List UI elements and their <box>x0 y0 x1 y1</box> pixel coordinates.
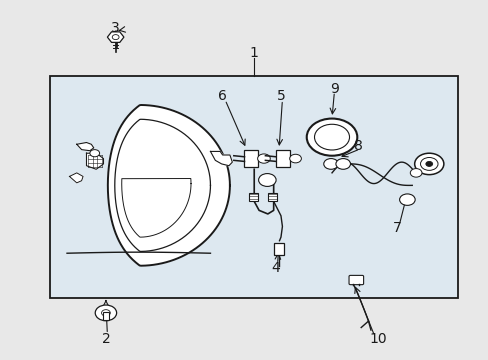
Circle shape <box>112 35 119 40</box>
Text: 2: 2 <box>102 332 110 346</box>
Polygon shape <box>108 105 229 266</box>
Text: 10: 10 <box>368 332 386 346</box>
Text: 3: 3 <box>111 21 120 35</box>
Polygon shape <box>77 143 94 151</box>
FancyBboxPatch shape <box>348 275 363 285</box>
Circle shape <box>425 161 432 166</box>
Text: 9: 9 <box>329 82 338 96</box>
Circle shape <box>335 158 350 169</box>
Circle shape <box>90 150 100 157</box>
Circle shape <box>314 124 349 150</box>
Circle shape <box>420 157 437 170</box>
Text: 5: 5 <box>276 89 285 103</box>
Circle shape <box>306 118 357 156</box>
Circle shape <box>258 174 276 186</box>
Bar <box>276 150 289 167</box>
Circle shape <box>323 158 338 169</box>
Text: 8: 8 <box>354 139 363 153</box>
Text: 1: 1 <box>249 46 258 60</box>
Text: 7: 7 <box>392 221 401 235</box>
Text: 4: 4 <box>271 261 280 275</box>
Circle shape <box>399 194 414 205</box>
Circle shape <box>414 153 443 175</box>
Circle shape <box>102 310 110 316</box>
Circle shape <box>289 154 301 163</box>
Bar <box>50 76 458 298</box>
Bar <box>267 193 276 202</box>
Circle shape <box>95 305 116 321</box>
Circle shape <box>257 154 270 163</box>
Polygon shape <box>210 152 232 166</box>
Polygon shape <box>69 173 83 183</box>
Text: 6: 6 <box>218 89 226 103</box>
Bar <box>102 312 109 320</box>
Bar <box>244 150 258 167</box>
Bar <box>273 243 284 255</box>
Polygon shape <box>86 153 103 169</box>
Circle shape <box>409 168 421 177</box>
Bar <box>249 193 258 202</box>
